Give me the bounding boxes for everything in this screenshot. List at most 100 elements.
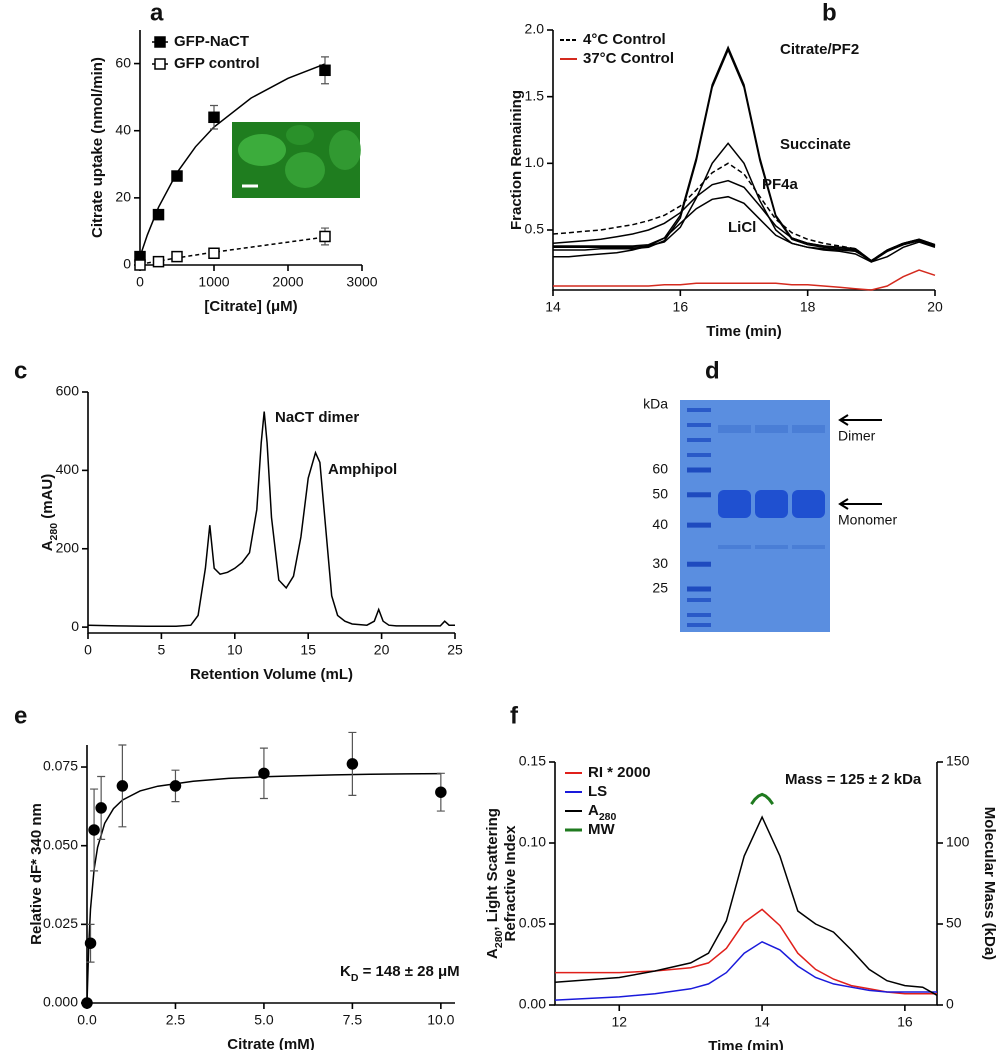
point [319, 230, 331, 243]
fit-curve [139, 236, 326, 266]
ladder-band [687, 467, 711, 473]
series-line [750, 792, 774, 805]
panel-letter: f [510, 702, 519, 729]
y-tick-label: 0.025 [43, 915, 78, 931]
point [95, 802, 107, 814]
monomer-band [755, 490, 788, 518]
point [346, 758, 359, 770]
legend-label: 37°C Control [583, 50, 674, 67]
y-tick-label: 20 [115, 189, 131, 205]
ladder-band [687, 623, 711, 627]
y-tick-label: 0.15 [519, 753, 546, 769]
ladder-band [687, 492, 711, 498]
x-tick-label: 0 [84, 642, 92, 658]
x-tick-label: 15 [300, 642, 316, 658]
point [319, 64, 331, 77]
legend-label: RI * 2000 [588, 764, 651, 781]
panel: e 0.0 2.5 5.0 7.5 10.0 0.000 0.025 0.050 0.075 Cit… [14, 702, 460, 1050]
y-tick-label: 600 [56, 383, 80, 399]
y-axis-label: Relative dF* 340 nm [28, 803, 45, 945]
y-tick-label: 0.050 [43, 836, 78, 852]
ladder-band [687, 423, 711, 427]
x-tick-label: 0 [136, 274, 144, 290]
x-tick-label: 20 [927, 299, 943, 315]
panel: f 12 14 16 0.00 0.05 0.10 0.15 0 50 100 150 Time (mi… [484, 702, 998, 1050]
series-line [87, 411, 455, 628]
x-tick-label: 16 [897, 1014, 913, 1030]
point [171, 250, 183, 263]
arrow [838, 414, 882, 426]
y-axis-label: A280, Light Scattering [484, 808, 505, 959]
x-tick-label: 0.0 [77, 1012, 97, 1028]
panel-letter: d [705, 357, 720, 384]
y-tick-label: 1.5 [525, 87, 545, 103]
panel: b 14 16 18 20 0.5 1.0 1.5 2.0 Time (min) Fraction … [508, 0, 943, 340]
legend-label: GFP-NaCT [174, 33, 249, 50]
series-line [553, 269, 936, 291]
ladder-label: 60 [652, 461, 668, 477]
x-tick-label: 5.0 [254, 1012, 274, 1028]
y2-tick-label: 150 [946, 753, 970, 769]
x-tick-label: 1000 [198, 274, 229, 290]
panel: d kDa 60 50 40 30 25 Dimer Monomer [643, 357, 897, 632]
point [88, 824, 100, 836]
panel-letter: c [14, 357, 27, 384]
monomer-band [718, 490, 751, 518]
point [208, 247, 220, 259]
legend-label: LS [588, 783, 607, 800]
legend-label: MW [588, 821, 615, 838]
ladder-band [687, 522, 711, 528]
x-tick-label: 14 [754, 1014, 770, 1030]
x-tick-label: 10.0 [427, 1012, 454, 1028]
annotation: KD = 148 ± 28 μM [340, 963, 460, 984]
y-tick-label: 2.0 [525, 21, 545, 37]
y-tick-label: 0.10 [519, 834, 546, 850]
y-tick-label: 40 [115, 121, 131, 137]
point [258, 767, 270, 780]
series-label: LiCl [728, 219, 756, 236]
band-label: Monomer [838, 512, 897, 528]
x-tick-label: 14 [545, 299, 561, 315]
y-tick-label: 200 [56, 539, 80, 555]
fit-curve [139, 63, 326, 257]
x-tick-label: 12 [611, 1014, 627, 1030]
ladder-band [687, 561, 711, 567]
minor-band [792, 545, 825, 549]
ladder-label: 50 [652, 485, 668, 501]
series-line [554, 815, 938, 996]
point [171, 170, 183, 182]
x-tick-label: 3000 [346, 274, 377, 290]
panel-letter: a [150, 0, 164, 26]
legend-marker [154, 58, 166, 70]
panel: c 0 5 10 15 20 25 0 200 400 600 Retention Volume (m… [14, 357, 463, 683]
x-axis-label: [Citrate] (μM) [204, 298, 297, 315]
point [81, 997, 93, 1009]
point [435, 786, 447, 798]
point [208, 111, 220, 124]
dimer-band [792, 425, 825, 433]
ladder-band [687, 613, 711, 617]
x-tick-label: 20 [374, 642, 390, 658]
point [84, 937, 97, 949]
y-tick-label: 0.075 [43, 758, 78, 774]
x-tick-label: 2000 [272, 274, 303, 290]
y2-tick-label: 100 [946, 834, 970, 850]
ladder-band [687, 598, 711, 602]
minor-band [718, 545, 751, 549]
series-label: Succinate [780, 136, 851, 153]
ladder-label: 25 [652, 580, 668, 596]
ladder-band [687, 438, 711, 442]
axis-line [554, 762, 938, 1006]
axis-line [552, 30, 935, 291]
panel-letter: e [14, 702, 27, 729]
y-tick-label: 1.0 [525, 154, 545, 170]
legend-label: A280 [588, 802, 617, 823]
legend-marker [154, 36, 166, 48]
x-tick-label: 10 [227, 642, 243, 658]
cell [285, 152, 325, 188]
y2-tick-label: 50 [946, 915, 962, 931]
y2-tick-label: 0 [946, 996, 954, 1012]
y-axis-label: Citrate uptake (nmol/min) [89, 57, 106, 238]
y-tick-label: 60 [115, 54, 131, 70]
